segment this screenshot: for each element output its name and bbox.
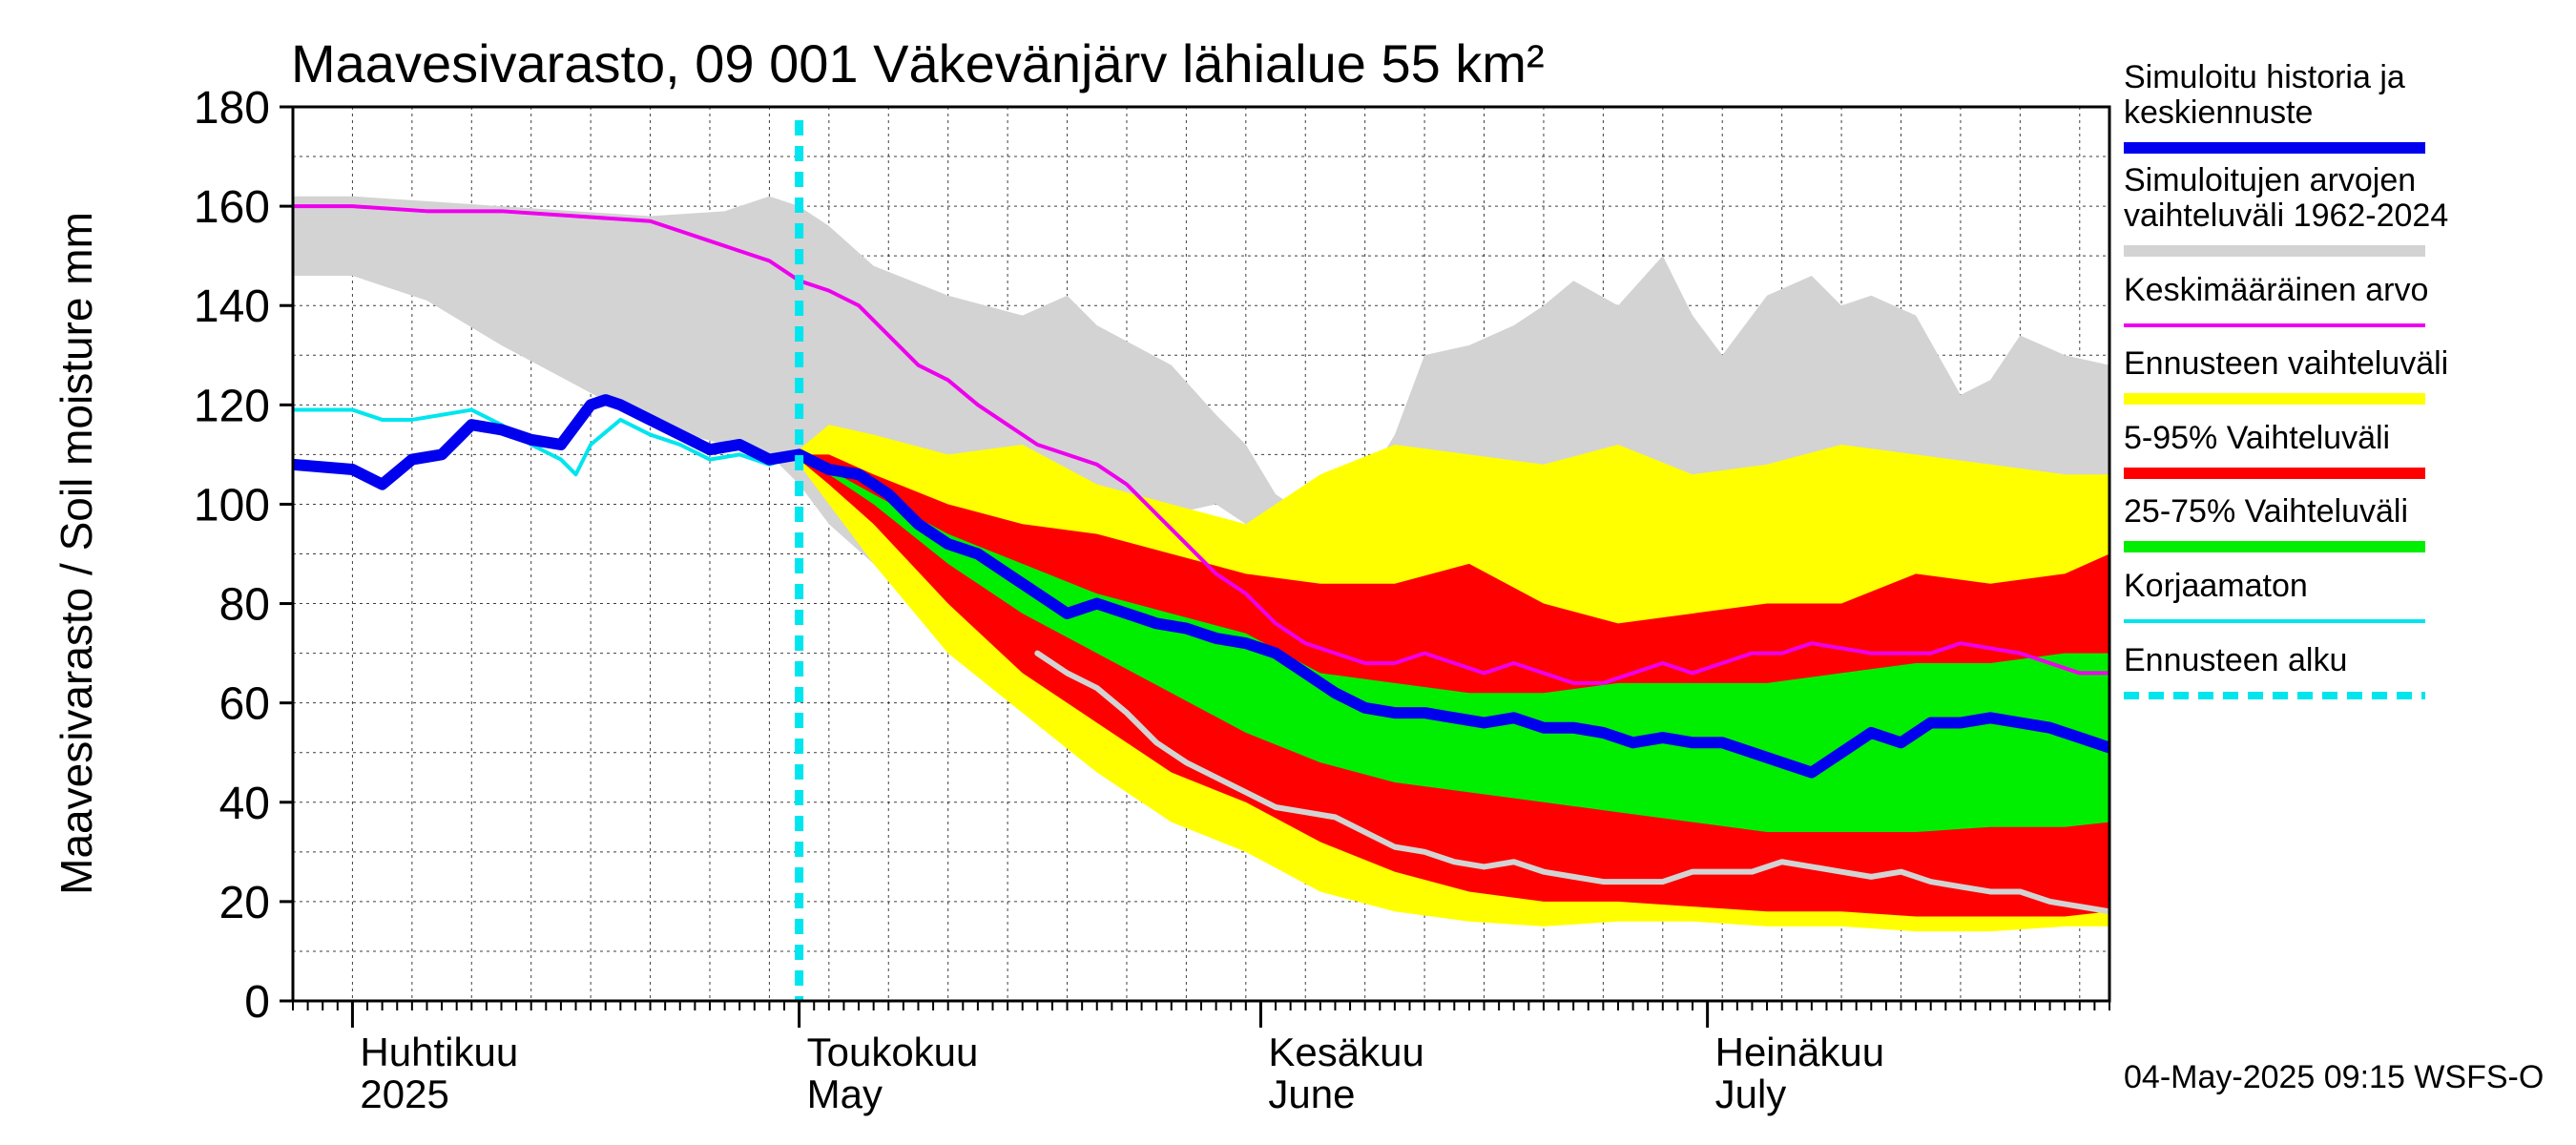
x-month-label-fi: Heinäkuu <box>1715 1030 1884 1074</box>
legend-label-7: Ennusteen alku <box>2124 642 2347 678</box>
median-line <box>293 394 2109 779</box>
y-tick-label: 120 <box>194 381 270 431</box>
y-tick-label: 180 <box>194 83 270 134</box>
y-tick-label: 140 <box>194 281 270 332</box>
y-tick-label: 160 <box>194 182 270 233</box>
history-range-band <box>293 196 2109 664</box>
legend-label-4: 5-95% Vaihteluväli <box>2124 420 2390 456</box>
legend-label-2: Keskimääräinen arvo <box>2124 272 2428 308</box>
legend-label-5: 25-75% Vaihteluväli <box>2124 493 2408 530</box>
legend-label-0: Simuloitu historia ja keskiennuste <box>2124 59 2405 131</box>
y-tick-label: 100 <box>194 480 270 531</box>
legend-label-1: Simuloitujen arvojen vaihteluväli 1962-20… <box>2124 162 2448 234</box>
legend: Simuloitu historia ja keskiennuste Simuloi… <box>2124 59 2448 699</box>
x-month-label-fi: Kesäkuu <box>1268 1030 1423 1074</box>
mean-line <box>293 204 2109 685</box>
uncorrected-line <box>293 407 801 477</box>
legend-label-6: Korjaamaton <box>2124 568 2308 604</box>
legend-label-3: Ennusteen vaihteluväli <box>2124 345 2448 382</box>
plot-frame <box>291 105 2111 1003</box>
x-month-label-en: 2025 <box>360 1072 448 1116</box>
y-axis-label: Maavesivarasto / Soil moisture mm <box>52 212 101 895</box>
x-month-label-en: June <box>1268 1072 1355 1116</box>
x-month-label-fi: Toukokuu <box>807 1030 979 1074</box>
y-tick-label: 40 <box>219 779 270 829</box>
footer-timestamp: 04-May-2025 09:15 WSFS-O <box>2124 1059 2544 1095</box>
x-month-label-fi: Huhtikuu <box>360 1030 518 1074</box>
y-tick-label: 60 <box>219 679 270 730</box>
p25-75-band <box>799 459 2109 833</box>
chart-title: Maavesivarasto, 09 001 Väkevänjärv lähia… <box>291 33 1545 94</box>
min-trace-line <box>1034 650 2109 915</box>
y-tick-label: 80 <box>219 580 270 631</box>
y-tick-label: 20 <box>219 878 270 928</box>
x-month-label-en: July <box>1715 1072 1787 1116</box>
y-tick-label: 0 <box>244 977 270 1028</box>
x-month-label-en: May <box>807 1072 883 1116</box>
